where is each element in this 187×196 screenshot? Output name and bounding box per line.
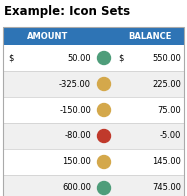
Text: 225.00: 225.00	[152, 80, 181, 89]
Text: 600.00: 600.00	[62, 183, 91, 192]
Text: 550.00: 550.00	[152, 54, 181, 63]
Bar	[3, 123, 184, 149]
Text: $: $	[118, 54, 123, 63]
Circle shape	[97, 77, 111, 91]
Circle shape	[97, 181, 111, 194]
Text: 75.00: 75.00	[157, 105, 181, 114]
Bar	[3, 27, 184, 196]
Text: Example: Icon Sets: Example: Icon Sets	[4, 5, 130, 18]
Circle shape	[97, 130, 111, 142]
Circle shape	[97, 103, 111, 116]
Text: 50.00: 50.00	[67, 54, 91, 63]
Bar	[3, 97, 184, 123]
Text: -5.00: -5.00	[160, 132, 181, 141]
Text: -150.00: -150.00	[59, 105, 91, 114]
Bar	[3, 71, 184, 97]
Bar	[3, 27, 184, 45]
Bar	[3, 45, 184, 71]
Bar	[3, 149, 184, 175]
Text: -325.00: -325.00	[59, 80, 91, 89]
Circle shape	[97, 52, 111, 64]
Text: AMOUNT: AMOUNT	[27, 32, 69, 41]
Text: BALANCE: BALANCE	[128, 32, 171, 41]
Text: 145.00: 145.00	[152, 158, 181, 166]
Circle shape	[97, 155, 111, 169]
Text: $: $	[8, 54, 13, 63]
Text: -80.00: -80.00	[64, 132, 91, 141]
Text: 745.00: 745.00	[152, 183, 181, 192]
Bar	[3, 175, 184, 196]
Text: 150.00: 150.00	[62, 158, 91, 166]
